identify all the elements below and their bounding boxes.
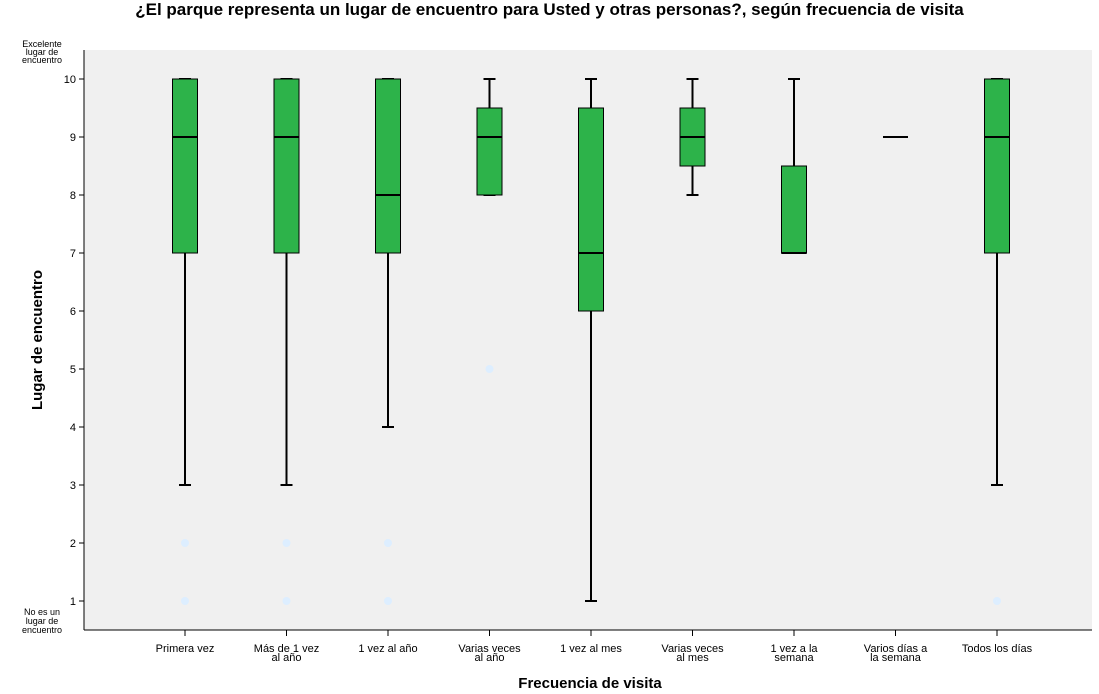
box-series [172, 78, 1010, 605]
y-top-end-label: Excelente [22, 39, 62, 49]
y-tick-label: 5 [70, 364, 76, 376]
x-tick-label: Varias veces [661, 643, 724, 655]
y-top-end-label: encuentro [22, 55, 62, 65]
outlier-point [181, 539, 189, 547]
outlier-point [282, 597, 291, 605]
x-tick-label: al año [272, 652, 302, 664]
y-tick-label: 10 [64, 74, 76, 86]
box [984, 78, 1010, 254]
chart-title: ¿El parque representa un lugar de encuen… [135, 0, 964, 19]
x-tick-label: semana [774, 652, 814, 664]
y-bottom-end-label: No es un [24, 607, 60, 617]
x-tick-label: Varios días a [864, 643, 928, 655]
x-tick-label: Todos los días [962, 643, 1033, 655]
box [172, 78, 198, 254]
y-bottom-end-label: lugar de [26, 616, 59, 626]
y-tick-label: 8 [70, 190, 76, 202]
x-tick-label: 1 vez al mes [560, 643, 622, 655]
box-group [679, 78, 706, 196]
x-axis-title: Frecuencia de visita [518, 675, 662, 692]
box-group [172, 78, 198, 605]
outlier-point [485, 365, 494, 373]
box-group [476, 78, 503, 373]
outlier-point [384, 539, 392, 547]
y-tick-label: 2 [70, 538, 76, 550]
outlier-point [181, 597, 189, 605]
y-tick-label: 9 [70, 132, 76, 144]
x-tick-label: Más de 1 vez [254, 643, 319, 655]
box [375, 78, 401, 254]
x-tick-label: la semana [870, 652, 922, 664]
box [578, 107, 604, 312]
y-tick-label: 3 [70, 480, 76, 492]
y-tick-label: 4 [70, 422, 76, 434]
box-group [781, 78, 807, 254]
box [781, 165, 807, 254]
y-bottom-end-label: encuentro [22, 625, 62, 635]
x-tick-label: 1 vez a la [770, 643, 818, 655]
box-group [578, 78, 604, 602]
x-tick-label: al mes [676, 652, 709, 664]
y-axis-title: Lugar de encuentro [29, 270, 46, 410]
y-tick-label: 7 [70, 248, 76, 260]
outlier-point [282, 539, 291, 547]
outlier-point [384, 597, 392, 605]
x-tick-label: al año [475, 652, 505, 664]
x-tick-label: Primera vez [156, 643, 215, 655]
x-tick-label: 1 vez al año [358, 643, 417, 655]
box-group [984, 78, 1010, 605]
y-top-end-label: lugar de [26, 47, 59, 57]
y-tick-label: 6 [70, 306, 76, 318]
box-group [273, 78, 300, 605]
box [476, 107, 503, 196]
y-tick-label: 1 [70, 596, 76, 608]
outlier-point [993, 597, 1001, 605]
box-group [375, 78, 401, 605]
box [273, 78, 300, 254]
x-tick-label: Varias veces [458, 643, 521, 655]
